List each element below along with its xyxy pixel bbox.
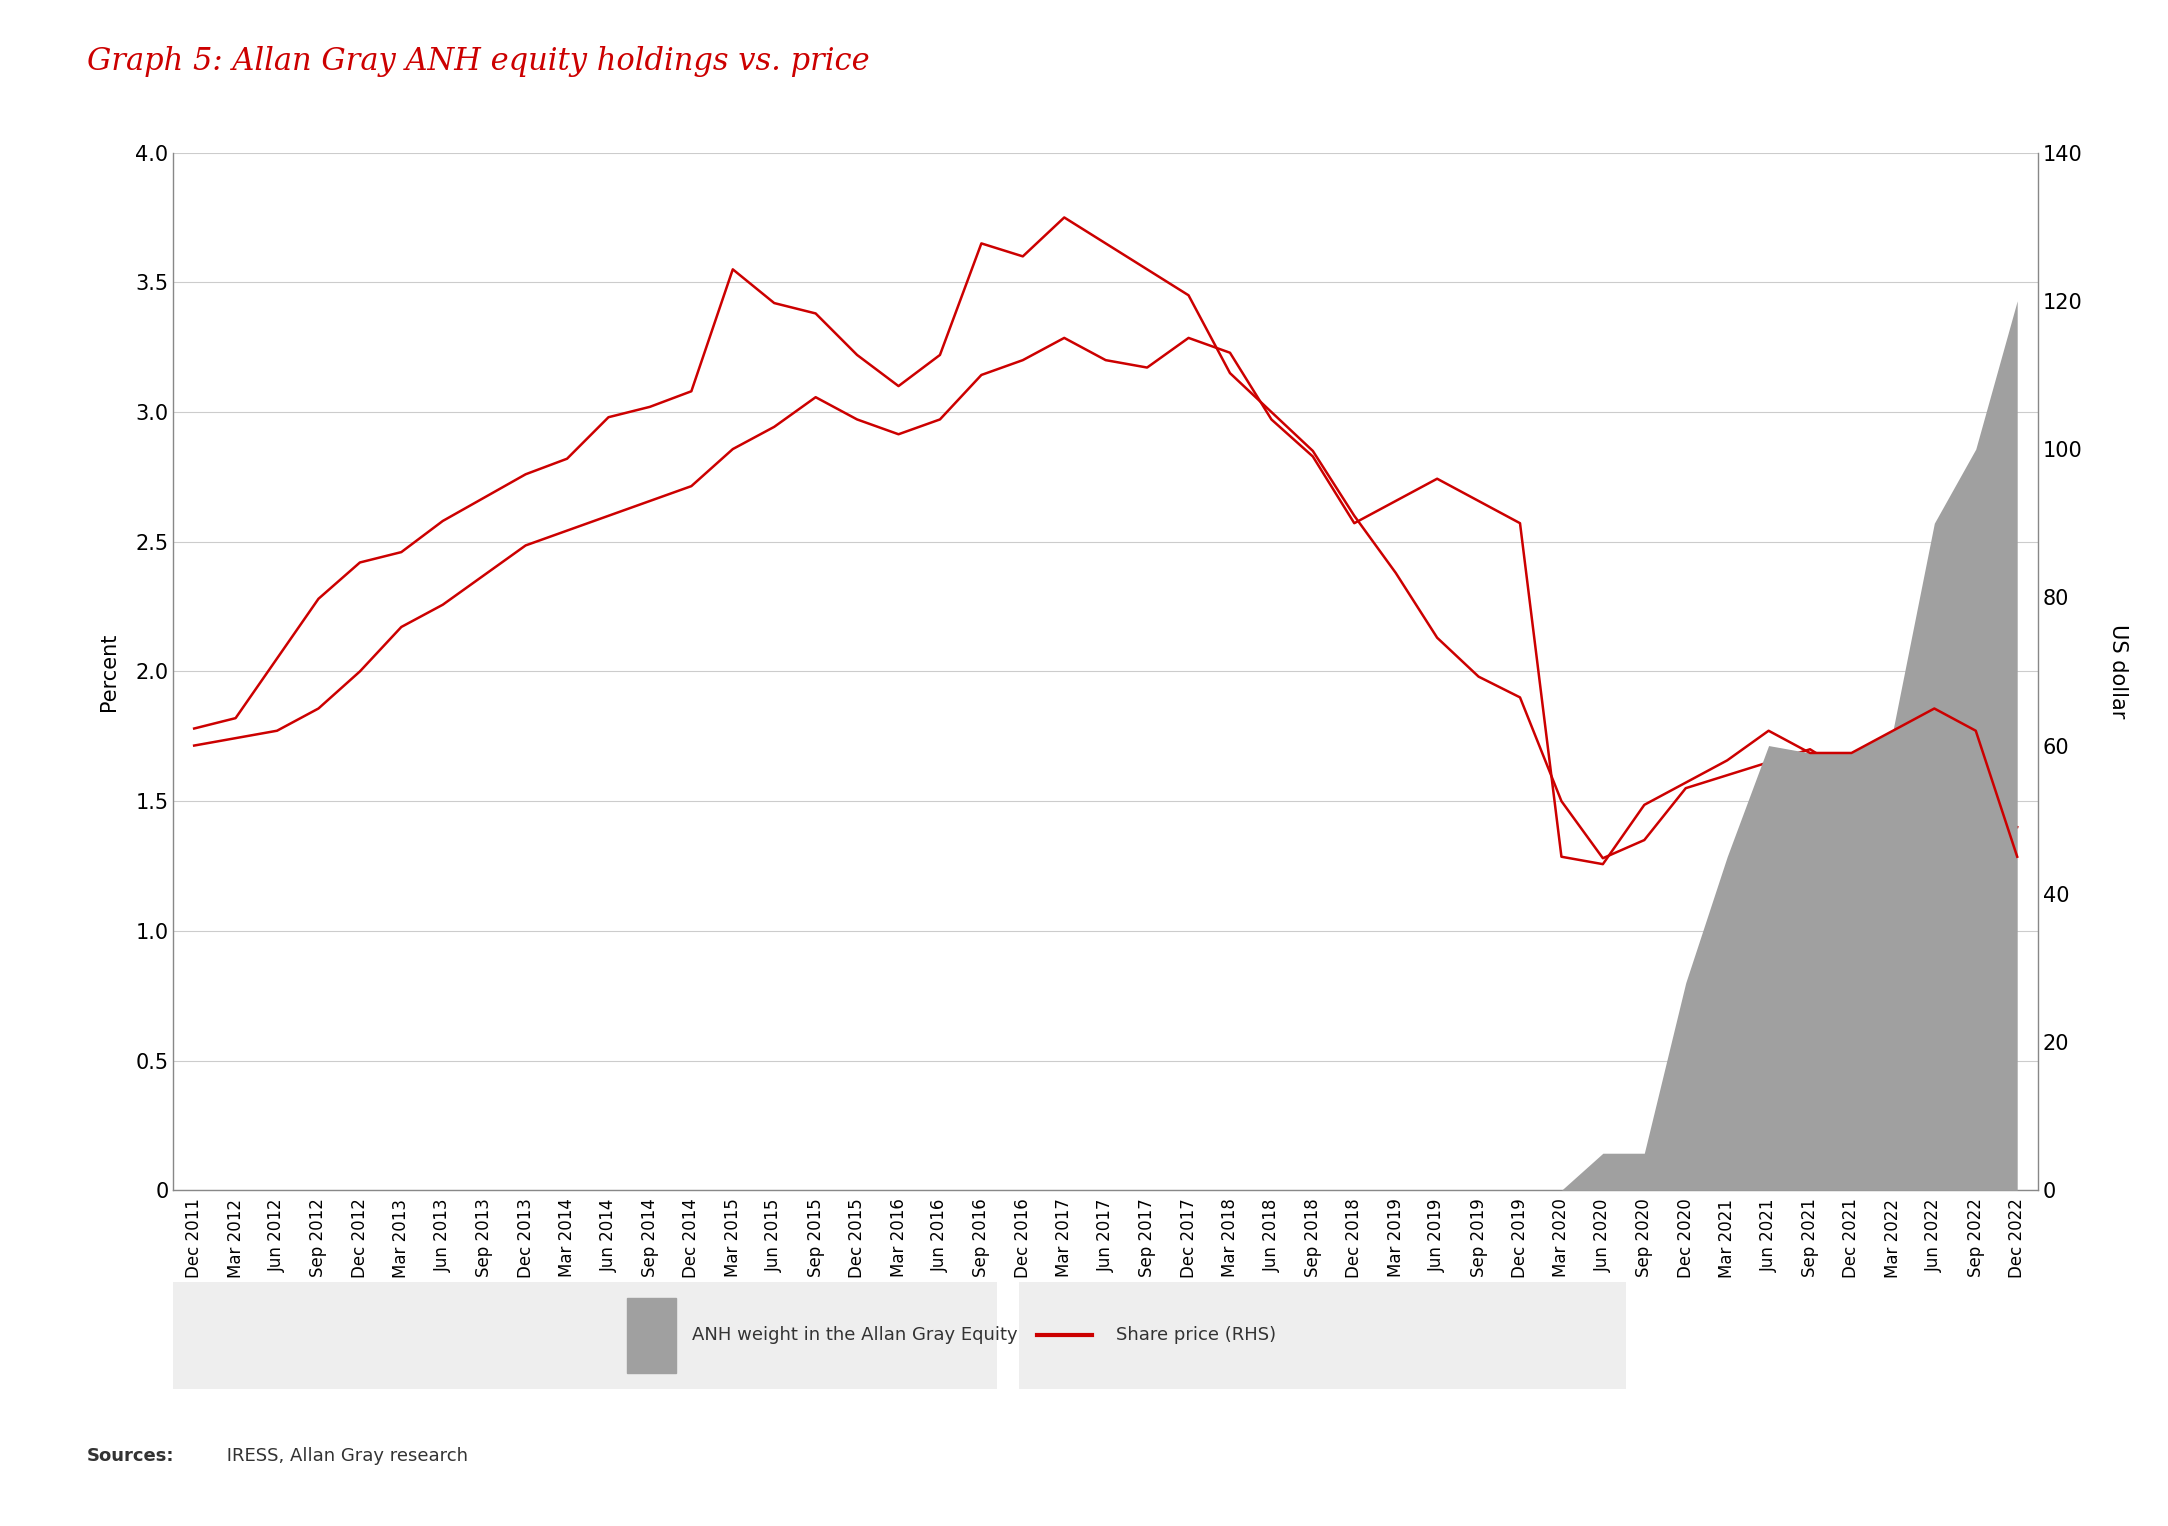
Y-axis label: Percent: Percent <box>100 632 119 711</box>
Text: Sources:: Sources: <box>87 1447 173 1465</box>
Text: Graph 5: Allan Gray ANH equity holdings vs. price: Graph 5: Allan Gray ANH equity holdings … <box>87 46 869 76</box>
Text: Share price (RHS): Share price (RHS) <box>1117 1326 1277 1344</box>
Bar <box>627 1297 676 1373</box>
Y-axis label: US dollar: US dollar <box>2107 624 2127 719</box>
Text: IRESS, Allan Gray research: IRESS, Allan Gray research <box>221 1447 468 1465</box>
Text: ANH weight in the Allan Gray Equity Fund (LHS): ANH weight in the Allan Gray Equity Fund… <box>692 1326 1121 1344</box>
